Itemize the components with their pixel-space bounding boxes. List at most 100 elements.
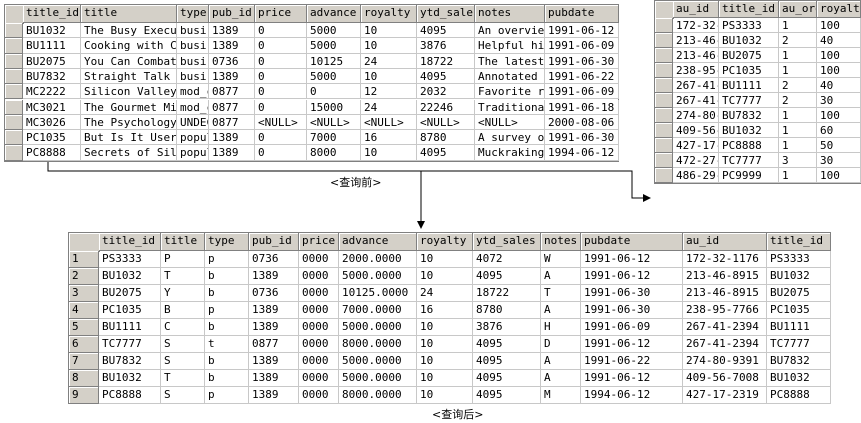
cell: 267-41-2394 bbox=[683, 319, 767, 336]
cell: 0000 bbox=[299, 387, 339, 404]
cell: TC7777 bbox=[767, 336, 831, 353]
cell: 213-46- bbox=[673, 48, 719, 63]
cell: 3 bbox=[779, 153, 817, 168]
cell: 7000.0000 bbox=[339, 302, 417, 319]
cell: 8000 bbox=[307, 145, 361, 161]
cell: BU2075 bbox=[767, 285, 831, 302]
cell: 0877 bbox=[209, 114, 255, 131]
cell: PC1035 bbox=[23, 130, 81, 146]
cell: 4095 bbox=[473, 387, 541, 404]
cell: The Busy Execut bbox=[81, 23, 177, 39]
cell: 0000 bbox=[299, 353, 339, 370]
cell: 10 bbox=[361, 68, 417, 85]
column-header: title_id bbox=[719, 1, 779, 18]
cell: <NULL> bbox=[307, 114, 361, 131]
cell: 10 bbox=[361, 38, 417, 54]
row-selector bbox=[655, 18, 673, 33]
row-selector bbox=[5, 84, 23, 100]
column-header: ytd_sales bbox=[417, 5, 475, 23]
cell: BU2075 bbox=[99, 285, 161, 302]
row-selector bbox=[655, 123, 673, 138]
cell: b bbox=[205, 370, 249, 387]
corner bbox=[69, 233, 100, 252]
row-selector bbox=[655, 33, 673, 48]
cell: 1389 bbox=[249, 268, 299, 285]
cell: 24 bbox=[361, 53, 417, 69]
cell: 0 bbox=[255, 23, 307, 39]
cell: 1991-06-30 bbox=[545, 130, 619, 146]
cell: The Gourmet Mic bbox=[81, 99, 177, 115]
cell: p bbox=[205, 387, 249, 404]
cell: popul bbox=[177, 145, 209, 161]
cell: 100 bbox=[817, 48, 861, 63]
cell: <NULL> bbox=[361, 114, 417, 131]
cell: 8780 bbox=[473, 302, 541, 319]
cell: A bbox=[541, 268, 581, 285]
cell: 10 bbox=[361, 23, 417, 39]
cell: 0000 bbox=[299, 302, 339, 319]
cell: BU7832 bbox=[767, 353, 831, 370]
cell: 100 bbox=[817, 18, 861, 33]
cell: 274-80-9391 bbox=[683, 353, 767, 370]
cell: busir bbox=[177, 23, 209, 39]
corner bbox=[655, 1, 674, 19]
row-selector: 1 bbox=[69, 251, 99, 268]
cell: BU7832 bbox=[719, 108, 779, 123]
cell: 40 bbox=[817, 33, 861, 48]
cell: 4095 bbox=[417, 68, 475, 85]
cell: BU7832 bbox=[99, 353, 161, 370]
cell: T bbox=[541, 285, 581, 302]
cell: 267-41- bbox=[673, 78, 719, 93]
cell: 2000.0000 bbox=[339, 251, 417, 268]
cell: 5000 bbox=[307, 23, 361, 39]
data-grid: title_id title type pub_id price advance royal… bbox=[68, 232, 831, 404]
row-selector bbox=[655, 168, 673, 183]
cell: M bbox=[541, 387, 581, 404]
cell: 10 bbox=[417, 268, 473, 285]
cell: H bbox=[541, 319, 581, 336]
cell: 1389 bbox=[249, 387, 299, 404]
cell: 1389 bbox=[209, 145, 255, 161]
cell: 1 bbox=[779, 123, 817, 138]
cell: 1389 bbox=[209, 130, 255, 146]
cell: BU1032 bbox=[99, 268, 161, 285]
cell: 10 bbox=[417, 251, 473, 268]
cell: mod_c bbox=[177, 99, 209, 115]
cell: 10 bbox=[417, 353, 473, 370]
row-selector: 6 bbox=[69, 336, 99, 353]
cell: <NULL> bbox=[417, 114, 475, 131]
cell: 0000 bbox=[299, 319, 339, 336]
cell: 486-29- bbox=[673, 168, 719, 183]
cell: 1991-06-12 bbox=[581, 370, 683, 387]
cell: 4095 bbox=[473, 370, 541, 387]
cell: 4095 bbox=[417, 23, 475, 39]
cell: 1991-06-12 bbox=[545, 23, 619, 39]
row-selector bbox=[5, 38, 23, 54]
cell: 0877 bbox=[249, 336, 299, 353]
cell: 5000.0000 bbox=[339, 353, 417, 370]
cell: 2000-08-06 bbox=[545, 114, 619, 131]
cell: b bbox=[205, 353, 249, 370]
cell: 238-95-7766 bbox=[683, 302, 767, 319]
cell: 1994-06-12 bbox=[545, 145, 619, 161]
cell: 10 bbox=[361, 145, 417, 161]
cell: You Can Combat bbox=[81, 53, 177, 69]
cell: BU7832 bbox=[23, 68, 81, 85]
cell: MC3026 bbox=[23, 114, 81, 131]
cell: 0 bbox=[255, 145, 307, 161]
cell: PC8888 bbox=[23, 145, 81, 161]
cell: 1389 bbox=[209, 38, 255, 54]
cell: UNDEC bbox=[177, 114, 209, 131]
cell: Traditional bbox=[475, 99, 545, 115]
cell: b bbox=[205, 285, 249, 302]
cell: 100 bbox=[817, 63, 861, 78]
cell: BU1032 bbox=[767, 370, 831, 387]
cell: 0877 bbox=[209, 84, 255, 100]
cell: W bbox=[541, 251, 581, 268]
cell: 1991-06-09 bbox=[545, 84, 619, 100]
column-header: au_id bbox=[673, 1, 719, 18]
cell: 24 bbox=[361, 99, 417, 115]
cell: 1991-06-18 bbox=[545, 99, 619, 115]
